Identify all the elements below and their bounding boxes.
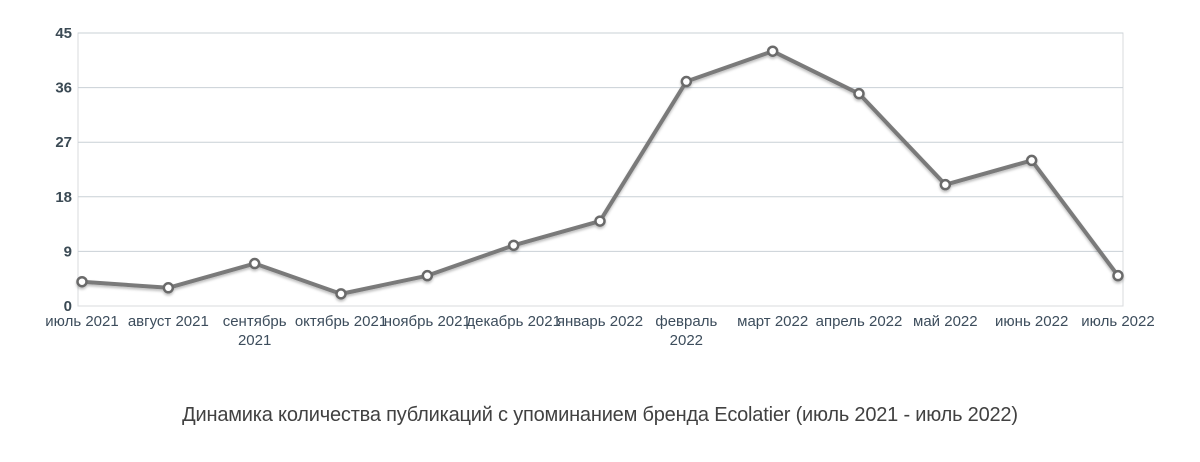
y-tick-label: 18 xyxy=(55,189,72,206)
data-point-февраль 2022[interactable] xyxy=(680,75,693,88)
y-tick-label: 27 xyxy=(55,134,72,151)
plot-area-border xyxy=(77,32,1124,307)
y-tick-label: 0 xyxy=(64,298,72,315)
data-point-август 2021[interactable] xyxy=(162,282,175,294)
data-point-январь 2022[interactable] xyxy=(594,215,606,227)
data-point-март 2022[interactable] xyxy=(766,45,779,57)
x-tick-label: июль 2021 xyxy=(45,313,118,330)
x-tick-label: февраль xyxy=(655,313,717,330)
x-tick-label: март 2022 xyxy=(737,313,808,330)
line-chart-plot: 0 9 18 27 36 45 июль 2021 август 2021 сентябрь 20… xyxy=(45,25,1154,349)
x-tick-label: январь 2022 xyxy=(557,313,643,330)
data-point-июнь 2022[interactable] xyxy=(1025,154,1038,167)
x-tick-label: июль 2022 xyxy=(1081,313,1154,330)
x-tick-label: сентябрь xyxy=(223,313,287,330)
x-tick-label: апрель 2022 xyxy=(816,313,903,330)
data-point-октябрь 2021[interactable] xyxy=(335,288,347,300)
data-point-ноябрь 2021[interactable] xyxy=(421,269,434,282)
x-tick-label: октябрь 2021 xyxy=(295,313,387,330)
x-tick-label: декабрь 2021 xyxy=(466,313,561,330)
x-tick-label: 2021 xyxy=(238,332,271,349)
y-tick-label: 36 xyxy=(55,80,72,97)
data-point-сентябрь 2021[interactable] xyxy=(248,257,261,270)
x-tick-label: май 2022 xyxy=(913,313,978,330)
series-group xyxy=(76,45,1124,300)
data-point-июль 2021[interactable] xyxy=(76,275,88,288)
data-point-май 2022[interactable] xyxy=(939,178,952,191)
y-tick-label: 45 xyxy=(55,25,72,42)
data-point-июль 2022[interactable] xyxy=(1112,269,1124,282)
y-tick-label: 9 xyxy=(64,243,72,260)
x-tick-label: 2022 xyxy=(670,332,703,349)
x-tick-label: ноябрь 2021 xyxy=(384,313,471,330)
chart-title: Динамика количества публикаций с упомина… xyxy=(182,403,1018,426)
x-tick-label: август 2021 xyxy=(128,313,209,330)
data-point-апрель 2022[interactable] xyxy=(853,87,865,100)
x-tick-label: июнь 2022 xyxy=(995,313,1068,330)
data-point-декабрь 2021[interactable] xyxy=(507,239,520,252)
line-chart-svg: 0 9 18 27 36 45 июль 2021 август 2021 сентябрь 20… xyxy=(45,25,1154,349)
